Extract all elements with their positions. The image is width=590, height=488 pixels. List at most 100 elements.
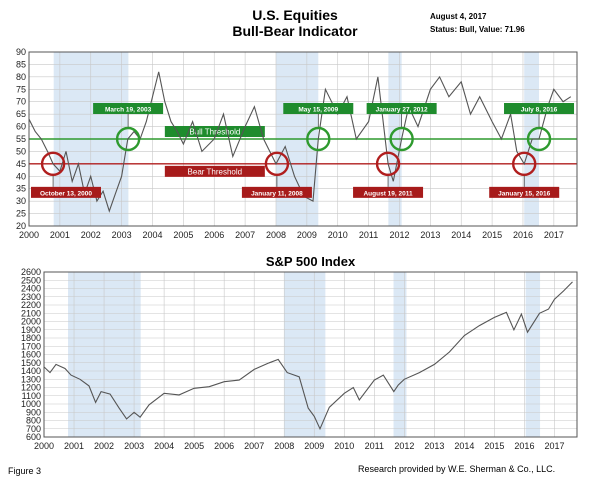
x-tick-label: 2014 — [451, 230, 471, 240]
y-tick-label: 2000 — [21, 317, 41, 327]
x-tick-label: 2010 — [328, 230, 348, 240]
threshold-label: Bear Threshold — [188, 167, 243, 176]
chart-panel-1: 20 25 30 35 40 45 50 55 60 65 70 75 80 85 90 2000 2001 20… — [16, 47, 578, 240]
x-tick-label: 2016 — [514, 441, 534, 451]
y-tick-label: 90 — [16, 47, 26, 57]
x-tick-label: 2013 — [420, 230, 440, 240]
signal-label-box — [241, 186, 312, 198]
x-tick-label: 2011 — [359, 230, 378, 240]
y-tick-label: 600 — [26, 432, 41, 442]
y-tick-label: 75 — [16, 84, 26, 94]
threshold-label: Bull Threshold — [189, 128, 240, 137]
x-tick-label: 2009 — [297, 230, 317, 240]
y-tick-label: 55 — [16, 134, 26, 144]
x-tick-label: 2017 — [544, 230, 564, 240]
y-tick-label: 50 — [16, 146, 26, 156]
y-tick-label: 1300 — [21, 374, 41, 384]
signal-label: July 8, 2016 — [521, 107, 558, 114]
x-tick-label: 2003 — [124, 441, 144, 451]
x-tick-label: 2000 — [34, 441, 54, 451]
signal-label-box — [366, 103, 437, 114]
y-tick-label: 60 — [16, 122, 26, 132]
y-tick-label: 2600 — [21, 267, 41, 277]
x-tick-label: 2007 — [244, 441, 264, 451]
y-tick-label: 2400 — [21, 284, 41, 294]
signal-label-box — [31, 186, 101, 198]
x-tick-label: 2001 — [50, 230, 70, 240]
x-tick-label: 2017 — [544, 441, 564, 451]
series-line — [43, 281, 573, 431]
y-tick-label: 65 — [16, 109, 26, 119]
credit-text: Research provided by W.E. Sherman & Co.,… — [358, 464, 556, 474]
signal-circle — [40, 151, 66, 177]
signal-circle — [375, 151, 401, 177]
y-tick-label: 35 — [16, 184, 26, 194]
x-tick-label: 2005 — [184, 441, 204, 451]
x-tick-label: 2013 — [424, 441, 444, 451]
signal-label: March 19, 2003 — [105, 107, 152, 114]
x-tick-label: 2001 — [64, 441, 84, 451]
signal-label-box — [283, 103, 354, 114]
y-tick-label: 1400 — [21, 366, 41, 376]
signal-circle — [389, 126, 414, 152]
chart-panel-2: S&P 500 Index 600700800900100011001200130… — [21, 254, 578, 451]
y-tick-label: 2500 — [21, 275, 41, 285]
x-tick-label: 2014 — [454, 441, 474, 451]
y-tick-label: 45 — [16, 159, 26, 169]
signal-label-box — [353, 186, 424, 198]
y-tick-label: 40 — [16, 171, 26, 181]
x-tick-label: 2006 — [204, 230, 224, 240]
x-tick-label: 2008 — [274, 441, 294, 451]
x-tick-label: 2010 — [334, 441, 354, 451]
x-tick-label: 2005 — [173, 230, 193, 240]
x-tick-label: 2007 — [235, 230, 255, 240]
x-tick-label: 2012 — [389, 230, 409, 240]
report-date: August 4, 2017 — [430, 12, 487, 21]
signal-label: January 27, 2012 — [376, 107, 428, 114]
x-tick-label: 2016 — [513, 230, 533, 240]
y-tick-label: 1900 — [21, 325, 41, 335]
y-tick-label: 80 — [16, 72, 26, 82]
y-tick-label: 30 — [16, 196, 26, 206]
y-tick-label: 85 — [16, 59, 26, 69]
x-tick-label: 2015 — [484, 441, 504, 451]
x-tick-label: 2004 — [142, 230, 162, 240]
x-tick-label: 2002 — [81, 230, 101, 240]
signal-label-box — [93, 103, 164, 114]
signal-circle — [306, 126, 331, 152]
y-tick-label: 1200 — [21, 383, 41, 393]
y-tick-label: 800 — [26, 416, 41, 426]
x-tick-label: 2003 — [112, 230, 132, 240]
y-tick-label: 1700 — [21, 341, 41, 351]
y-tick-label: 70 — [16, 97, 26, 107]
signal-label: October 13, 2000 — [40, 190, 92, 197]
signal-label-box — [489, 186, 560, 198]
series-line — [28, 71, 572, 213]
signal-circle — [526, 126, 552, 152]
signal-label: January 11, 2008 — [251, 190, 303, 197]
threshold-label-box — [164, 165, 265, 177]
y-tick-label: 1600 — [21, 350, 41, 360]
y-tick-label: 1800 — [21, 333, 41, 343]
y-tick-label: 1100 — [22, 391, 41, 401]
x-tick-label: 2015 — [482, 230, 502, 240]
signal-label-box — [504, 103, 575, 114]
x-tick-label: 2012 — [394, 441, 414, 451]
x-tick-label: 2006 — [214, 441, 234, 451]
chart-title-line1: U.S. Equities — [252, 7, 338, 23]
status-text: Status: Bull, Value: 71.96 — [430, 25, 525, 34]
y-tick-label: 2200 — [21, 300, 41, 310]
plot-border — [43, 271, 578, 438]
y-tick-label: 20 — [16, 221, 26, 231]
threshold-label-box — [164, 126, 265, 137]
x-tick-label: 2002 — [94, 441, 114, 451]
x-tick-label: 2008 — [266, 230, 286, 240]
chart-title-line2: Bull-Bear Indicator — [232, 23, 358, 39]
figure-label: Figure 3 — [8, 466, 42, 476]
signal-circle — [512, 151, 537, 177]
y-tick-label: 700 — [26, 424, 41, 434]
panel-title: S&P 500 Index — [266, 254, 356, 269]
y-tick-label: 2100 — [21, 308, 41, 318]
y-tick-label: 2300 — [21, 292, 41, 302]
